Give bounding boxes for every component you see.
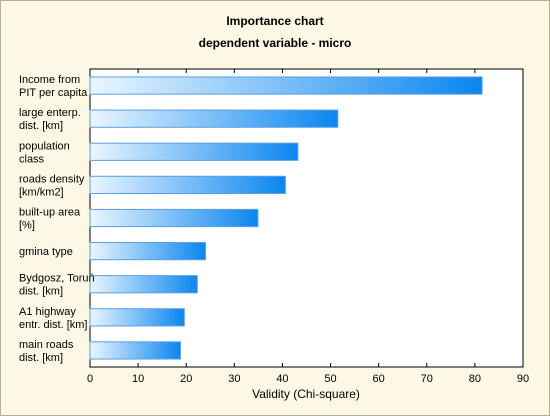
y-tick-label: gmina type bbox=[19, 246, 73, 258]
x-axis-label: Validity (Chi-square) bbox=[252, 387, 360, 401]
y-tick-label-line: PIT per capita bbox=[19, 87, 88, 99]
x-tick-label: 80 bbox=[469, 373, 481, 385]
y-tick-label-line: gmina type bbox=[19, 246, 73, 258]
y-tick-label-line: large enterp. bbox=[19, 107, 81, 119]
x-tick-label: 20 bbox=[180, 373, 192, 385]
y-tick-label-line: class bbox=[19, 153, 45, 165]
y-tick-label: large enterp. dist. [km] bbox=[19, 107, 81, 132]
y-tick-label: built-up area [%] bbox=[19, 207, 81, 232]
y-tick-label: main roads dist. [km] bbox=[19, 339, 74, 364]
y-tick-label-line: [km/km2] bbox=[19, 186, 64, 198]
bar bbox=[89, 341, 181, 360]
x-tick-label: 30 bbox=[228, 373, 240, 385]
bar bbox=[89, 175, 286, 194]
y-tick-label-line: population bbox=[19, 140, 70, 152]
y-tick-label: A1 highway entr. dist. [km] bbox=[19, 306, 87, 331]
y-tick-label: Bydgosz, Toruń dist. [km] bbox=[19, 273, 95, 298]
x-tick-label: 90 bbox=[517, 373, 529, 385]
bar bbox=[89, 76, 483, 95]
y-tick-label-line: dist. [km] bbox=[19, 352, 63, 364]
y-tick-label-line: Bydgosz, Toruń bbox=[19, 273, 95, 285]
chart-title: Importance chart bbox=[226, 14, 324, 28]
bar bbox=[89, 142, 299, 161]
x-tick-label: 60 bbox=[373, 373, 385, 385]
bars bbox=[89, 76, 483, 360]
y-tick-label: roads density [km/km2] bbox=[19, 173, 85, 198]
x-tick-label: 10 bbox=[132, 373, 144, 385]
bar bbox=[89, 242, 206, 261]
y-tick-label: Income from PIT per capita bbox=[19, 74, 88, 99]
y-tick-label-line: dist. [km] bbox=[19, 120, 63, 132]
x-tick-label: 50 bbox=[324, 373, 336, 385]
y-tick-label-line: built-up area bbox=[19, 207, 81, 219]
x-tick-label: 70 bbox=[421, 373, 433, 385]
y-tick-label-line: main roads bbox=[19, 339, 74, 351]
bar bbox=[89, 208, 259, 228]
y-tick-label: population class bbox=[19, 140, 70, 165]
y-tick-label-line: dist. [km] bbox=[19, 286, 63, 298]
y-tick-label-line: entr. dist. [km] bbox=[19, 319, 87, 331]
bar bbox=[89, 109, 339, 128]
x-tick-label: 0 bbox=[87, 373, 93, 385]
chart-subtitle: dependent variable - micro bbox=[198, 36, 352, 50]
x-axis: 0 10 20 30 40 50 60 70 80 90 bbox=[87, 69, 529, 385]
x-tick-label: 40 bbox=[276, 373, 288, 385]
y-tick-label-line: roads density bbox=[19, 173, 85, 185]
y-tick-label-line: Income from bbox=[19, 74, 80, 86]
bar bbox=[89, 308, 185, 327]
y-tick-label-line: [%] bbox=[19, 220, 35, 232]
bar bbox=[89, 275, 198, 294]
y-tick-label-line: A1 highway bbox=[19, 306, 76, 318]
